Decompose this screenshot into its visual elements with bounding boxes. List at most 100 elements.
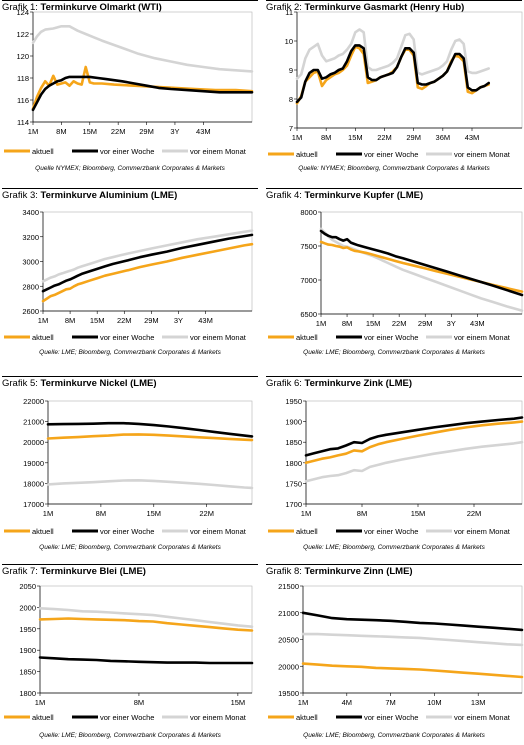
series-line-vor-einer-woche [41, 233, 254, 293]
legend-label: vor einer Woche [364, 150, 418, 159]
y-tick-label: 19000 [23, 459, 44, 468]
x-tick-label: 15M [146, 509, 161, 518]
legend-label: aktuell [32, 527, 54, 536]
x-tick-label: 22M [377, 133, 392, 142]
series-line-vor-einer-woche [295, 44, 490, 104]
plot-frame [47, 400, 253, 505]
x-tick-label: 22M [467, 509, 482, 518]
y-tick-label: 1900 [285, 418, 302, 427]
series-line-aktuell [46, 433, 254, 442]
series-line-vor-einer-woche [304, 416, 524, 457]
x-tick-label: 8M [56, 127, 66, 136]
plot-frame [42, 211, 253, 312]
series-line-vor-einer-woche [319, 229, 524, 297]
y-tick-label: 17000 [23, 500, 44, 509]
x-tick-label: 22M [111, 127, 126, 136]
series-line-aktuell [31, 65, 254, 111]
y-tick-label: 2000 [19, 603, 36, 612]
legend-label: aktuell [296, 527, 318, 536]
chart-title: Grafik 4: Terminkurve Kupfer (LME) [266, 190, 423, 201]
series-line-vor-einem-monat [31, 25, 254, 73]
series-line-vor-einem-monat [41, 229, 254, 283]
x-tick-label: 1M [38, 316, 48, 325]
chart-title-prefix: Grafik 4: [266, 190, 305, 201]
x-tick-label: 8M [134, 698, 144, 707]
y-tick-label: 124 [16, 8, 29, 17]
y-tick-label: 2800 [22, 282, 39, 291]
series-line-vor-einem-monat [295, 28, 490, 80]
chart-source: Quelle: LME; Bloomberg, Commerzbank Corp… [303, 732, 485, 739]
x-tick-label: 43M [465, 133, 480, 142]
y-tick-label: 7000 [300, 276, 317, 285]
y-tick-label: 1950 [19, 625, 36, 634]
legend-label: vor einer Woche [364, 527, 418, 536]
x-tick-label: 4M [342, 698, 352, 707]
y-tick-label: 2600 [22, 307, 39, 316]
legend-label: vor einer Woche [364, 333, 418, 342]
x-tick-label: 1M [292, 133, 302, 142]
chart-title-text: Terminkurve Zinn (LME) [305, 566, 413, 577]
y-tick-label: 1700 [285, 500, 302, 509]
legend-label: vor einem Monat [190, 713, 247, 722]
x-tick-label: 7M [385, 698, 395, 707]
x-tick-label: 15M [348, 133, 363, 142]
y-tick-label: 8 [289, 95, 293, 104]
legend-label: aktuell [32, 713, 54, 722]
x-tick-label: 15M [411, 509, 426, 518]
x-tick-label: 15M [90, 316, 105, 325]
plot-frame [39, 585, 253, 694]
y-tick-label: 8000 [300, 208, 317, 217]
y-tick-label: 9 [289, 66, 293, 75]
x-tick-label: 1M [298, 698, 308, 707]
legend-label: vor einer Woche [364, 713, 418, 722]
x-tick-label: 15M [366, 319, 381, 328]
chart-title-text: Terminkurve Olmarkt (WTI) [41, 2, 162, 13]
x-tick-label: 10M [427, 698, 442, 707]
legend-label: vor einer Woche [100, 147, 154, 156]
chart-title-text: Terminkurve Zink (LME) [305, 378, 413, 389]
series-line-vor-einem-monat [319, 227, 524, 312]
chart-panel-4: Grafik 4: Terminkurve Kupfer (LME) 6500 70… [266, 188, 524, 356]
x-tick-label: 36M [436, 133, 451, 142]
y-tick-label: 122 [16, 30, 29, 39]
chart-source: Quelle: LME; Bloomberg, Commerzbank Corp… [39, 732, 221, 739]
x-tick-label: 8M [96, 509, 106, 518]
chart-title: Grafik 5: Terminkurve Nickel (LME) [2, 378, 157, 389]
x-tick-label: 29M [418, 319, 433, 328]
legend-label: aktuell [32, 147, 54, 156]
y-tick-label: 1750 [285, 479, 302, 488]
chart-title: Grafik 2: Terminkurve Gasmarkt (Henry Hu… [266, 2, 464, 13]
y-tick-label: 19500 [278, 689, 299, 698]
x-tick-label: 8M [65, 316, 75, 325]
x-tick-label: 1M [35, 698, 45, 707]
plot-frame [302, 585, 523, 694]
series-line-aktuell [304, 420, 524, 465]
chart-title: Grafik 8: Terminkurve Zinn (LME) [266, 566, 413, 577]
y-tick-label: 3000 [22, 258, 39, 267]
y-tick-label: 1800 [19, 689, 36, 698]
y-tick-label: 120 [16, 52, 29, 61]
y-tick-label: 21000 [278, 609, 299, 618]
chart-title-text: Terminkurve Nickel (LME) [41, 378, 157, 389]
chart-source: Quelle: LME; Bloomberg, Commerzbank Corp… [39, 544, 221, 551]
x-tick-label: 22M [392, 319, 407, 328]
y-tick-label: 1950 [285, 397, 302, 406]
series-line-vor-einem-monat [38, 607, 254, 628]
x-tick-label: 3Y [174, 316, 183, 325]
y-tick-label: 21500 [278, 582, 299, 591]
x-tick-label: 8M [357, 509, 367, 518]
x-tick-label: 1M [43, 509, 53, 518]
chart-panel-5: Grafik 5: Terminkurve Nickel (LME)170001… [2, 376, 258, 551]
chart-source: Quelle: LME; Bloomberg, Commerzbank Corp… [303, 349, 485, 356]
x-tick-label: 43M [196, 127, 211, 136]
x-tick-label: 1M [316, 319, 326, 328]
legend-label: aktuell [296, 333, 318, 342]
series-line-vor-einer-woche [46, 421, 254, 438]
legend-label: vor einem Monat [454, 333, 511, 342]
y-tick-label: 3200 [22, 233, 39, 242]
x-tick-label: 15M [231, 698, 246, 707]
y-tick-label: 1850 [285, 438, 302, 447]
chart-title-prefix: Grafik 3: [2, 190, 41, 201]
series-line-aktuell [301, 662, 524, 679]
series-line-vor-einem-monat [46, 479, 254, 490]
